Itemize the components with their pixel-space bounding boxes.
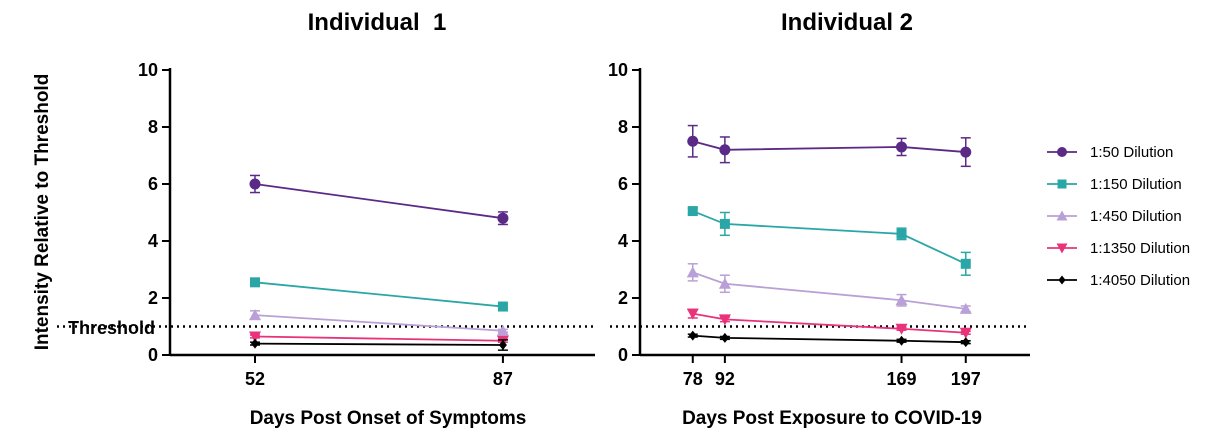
x-tick-label: 169 (887, 369, 917, 389)
series-line (692, 334, 966, 344)
data-point (251, 338, 259, 349)
legend-item-1-450-dilution: 1:450 Dilution (1047, 208, 1182, 225)
legend-item-1-1350-dilution: 1:1350 Dilution (1047, 240, 1190, 257)
series-1-150-dilution (250, 277, 508, 312)
data-point (496, 324, 509, 336)
y-tick-label: 6 (618, 174, 628, 194)
y-tick-label: 2 (618, 288, 628, 308)
y-tick-label: 10 (138, 60, 158, 80)
series-line (254, 183, 504, 220)
legend-item-1-4050-dilution: 1:4050 Dilution (1047, 272, 1190, 289)
data-point (688, 330, 697, 341)
series-line (254, 342, 503, 346)
legend: 1:50 Dilution 1:150 Dilution 1:450 Dilutio… (1047, 144, 1190, 289)
y-tick-label: 4 (618, 231, 628, 251)
panel-title-individual-2: Individual 2 (781, 9, 913, 36)
data-point (960, 146, 972, 158)
legend-marker (1058, 275, 1066, 285)
x-tick-label: 87 (493, 369, 513, 389)
series-1-450-dilution (686, 263, 972, 314)
data-point (249, 331, 261, 343)
x-tick-label: 197 (951, 369, 981, 389)
threshold-label: Threshold (68, 318, 155, 338)
legend-item-1-150-dilution: 1:150 Dilution (1047, 176, 1182, 193)
y-tick-label: 8 (618, 117, 628, 137)
data-point (249, 178, 261, 190)
data-point (895, 294, 908, 306)
data-point (719, 218, 730, 229)
legend-label: 1:50 Dilution (1090, 144, 1173, 161)
series-1-450-dilution (249, 309, 509, 336)
legend-item-1-50-dilution: 1:50 Dilution (1047, 144, 1173, 161)
data-point (718, 314, 731, 326)
data-point (959, 302, 972, 314)
y-tick-label: 0 (618, 345, 628, 365)
x-tick-label: 52 (245, 369, 265, 389)
data-point (719, 144, 731, 156)
y-axis-label: Intensity Relative to Threshold (32, 74, 53, 351)
legend-marker (1057, 147, 1067, 157)
data-point (687, 135, 699, 147)
data-point (718, 277, 731, 289)
series-1-150-dilution (687, 206, 971, 276)
series-line (692, 271, 966, 310)
legend-label: 1:150 Dilution (1090, 176, 1182, 193)
y-tick-label: 8 (148, 117, 158, 137)
data-point (897, 335, 906, 346)
series-line (254, 314, 503, 332)
series-line (692, 210, 967, 265)
series-line (692, 140, 966, 153)
data-point (687, 206, 698, 217)
data-point (960, 258, 971, 269)
data-point (497, 301, 508, 312)
data-point (249, 309, 261, 321)
data-point (895, 323, 908, 335)
data-point (686, 308, 699, 320)
series-line (254, 281, 504, 308)
y-tick-label: 0 (148, 345, 158, 365)
series-1-50-dilution (687, 124, 972, 168)
panel-title-individual-1: Individual 1 (308, 9, 447, 36)
series-1-50-dilution (249, 174, 509, 226)
y-tick-label: 4 (148, 231, 158, 251)
data-point (961, 337, 970, 348)
data-point (497, 212, 509, 224)
data-point (896, 228, 907, 239)
data-point (686, 266, 699, 278)
x-axis-label-panel-2: Days Post Exposure to COVID-19 (682, 408, 982, 429)
panel-individual-2: Individual 2 Days Post Exposure to COVID… (608, 9, 1030, 429)
x-axis-label-panel-1: Days Post Onset of Symptoms (250, 408, 527, 429)
panel-individual-1: Individual 1 Days Post Onset of Symptoms… (57, 9, 595, 429)
y-tick-label: 6 (148, 174, 158, 194)
series-line (254, 335, 503, 342)
legend-label: 1:450 Dilution (1090, 208, 1182, 225)
x-tick-label: 92 (715, 369, 735, 389)
series-line (692, 312, 966, 334)
legend-marker (1056, 210, 1068, 221)
legend-label: 1:1350 Dilution (1090, 240, 1190, 257)
legend-label: 1:4050 Dilution (1090, 272, 1190, 289)
data-point (498, 340, 507, 351)
series-1-4050-dilution (687, 330, 971, 348)
data-point (896, 141, 908, 153)
data-point (720, 332, 729, 343)
y-tick-label: 2 (148, 288, 158, 308)
x-tick-label: 78 (683, 369, 703, 389)
data-point (250, 277, 260, 288)
series-1-4050-dilution (250, 338, 508, 351)
legend-marker (1057, 179, 1067, 189)
legend-marker (1056, 243, 1068, 254)
data-point (959, 327, 972, 339)
series-1-1350-dilution (686, 308, 972, 339)
y-tick-label: 10 (608, 60, 628, 80)
